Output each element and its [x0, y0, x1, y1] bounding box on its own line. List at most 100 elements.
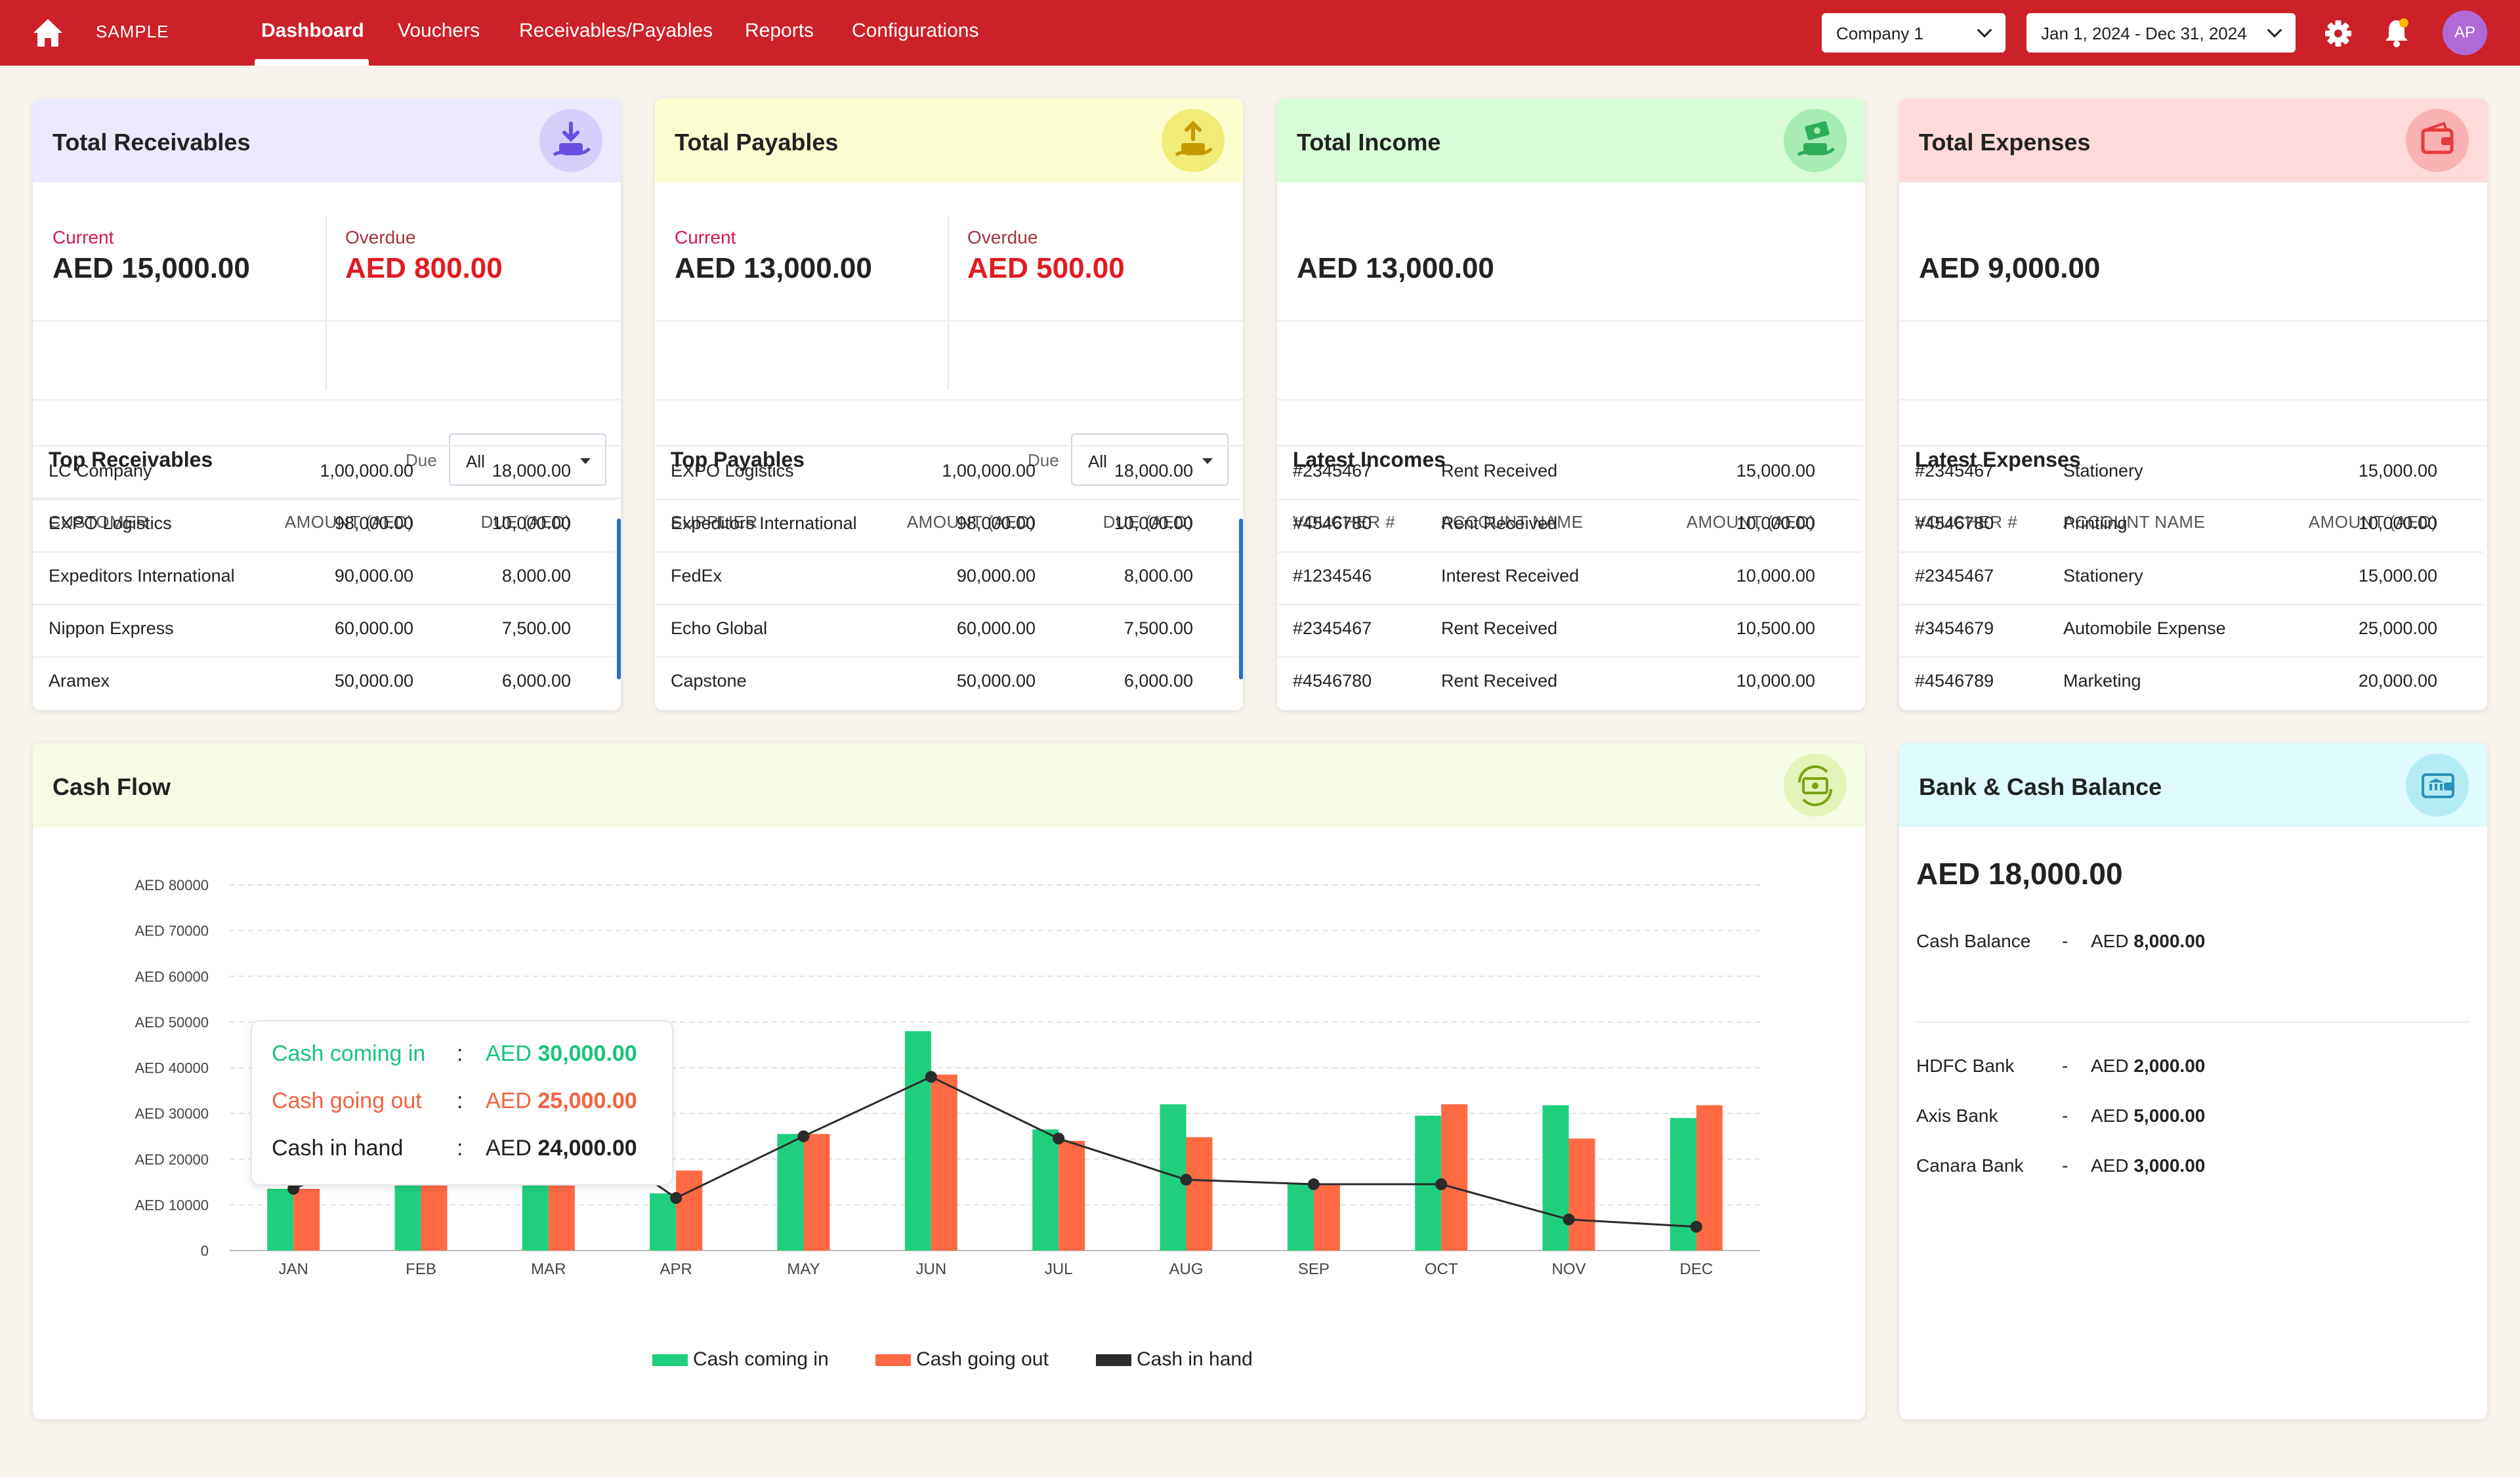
brand-name[interactable]: SAMPLE [96, 22, 169, 41]
currency: AED [2091, 1056, 2129, 1076]
table-cell: 15,000.00 [2358, 566, 2437, 586]
cashflow-card-header: Cash Flow [33, 743, 1865, 827]
section-title: Top Payables [671, 448, 805, 471]
currency: AED [2091, 1105, 2129, 1126]
table-cell: 20,000.00 [2358, 671, 2437, 691]
divider [655, 399, 1243, 400]
scrollbar[interactable] [1239, 519, 1243, 679]
due-filter-value: All [1088, 452, 1107, 471]
company-select[interactable]: Company 1 [1822, 13, 2006, 53]
legend-item[interactable]: Cash coming in [652, 1348, 829, 1371]
currency: AED [2091, 931, 2129, 951]
date-range-value: Jan 1, 2024 - Dec 31, 2024 [2041, 24, 2247, 43]
bank-total-amount: AED 18,000.00 [1916, 857, 2123, 891]
avatar[interactable]: AP [2443, 11, 2487, 55]
due-label: Due [1028, 450, 1059, 470]
table-cell: 50,000.00 [334, 671, 413, 691]
nav-receivables-payables[interactable]: Receivables/Payables [519, 20, 713, 41]
overdue-label: Overdue [967, 227, 1038, 247]
nav-configurations[interactable]: Configurations [852, 20, 979, 41]
date-range-select[interactable]: Jan 1, 2024 - Dec 31, 2024 [2026, 13, 2296, 53]
home-icon[interactable] [32, 17, 64, 49]
caret-down-icon [1202, 458, 1213, 464]
nav-vouchers[interactable]: Vouchers [398, 20, 480, 41]
table-cell: Expeditors International [49, 566, 235, 586]
column-header: AMOUNT (AED) [1686, 512, 1815, 532]
chart-tooltip: Cash coming in : AED 30,000.00 Cash goin… [251, 1020, 673, 1186]
tooltip-sep: : [457, 1041, 463, 1066]
divider [33, 551, 617, 553]
caret-down-icon [580, 458, 591, 464]
bar-cash-out [931, 1074, 957, 1251]
gear-icon[interactable] [2323, 18, 2353, 49]
table-cell: #1234546 [1293, 566, 1372, 586]
table-cell: 60,000.00 [956, 618, 1036, 638]
y-tick-label: AED 60000 [135, 968, 209, 985]
column-header: ACCOUNT NAME [1441, 512, 1584, 532]
amount: 8,000.00 [2133, 931, 2206, 951]
divider [326, 217, 327, 390]
separator: - [2062, 1056, 2068, 1076]
tooltip-in-value: AED 30,000.00 [486, 1041, 637, 1067]
nav-reports[interactable]: Reports [745, 20, 814, 41]
legend-item[interactable]: Cash going out [875, 1348, 1049, 1371]
table-cell: 8,000.00 [1124, 566, 1193, 586]
tooltip-hand-label: Cash in hand [272, 1136, 404, 1161]
point-cash-in-hand [1307, 1178, 1320, 1191]
scrollbar[interactable] [617, 519, 621, 679]
x-tick-label: MAY [787, 1260, 820, 1278]
table-cell: #2345467 [1293, 618, 1372, 638]
due-filter-select[interactable]: All [449, 433, 606, 486]
bar-cash-in [267, 1189, 294, 1251]
table-cell: 10,000.00 [1736, 566, 1815, 586]
divider [655, 445, 1243, 446]
point-cash-in-hand [1563, 1213, 1575, 1226]
x-tick-label: AUG [1169, 1260, 1203, 1278]
divider [655, 551, 1239, 553]
bank-card-header: Bank & Cash Balance [1899, 743, 2487, 827]
table-cell: 1,00,000.00 [942, 461, 1036, 481]
bell-icon[interactable] [2382, 17, 2411, 49]
payables-card: Total Payables Current AED 13,000.00 Ove… [655, 98, 1243, 710]
table-cell: 10,000.00 [1114, 513, 1193, 533]
x-tick-label: MAR [531, 1260, 566, 1278]
payables-card-header: Total Payables [655, 98, 1243, 182]
table-cell: 50,000.00 [956, 671, 1036, 691]
table-cell: EXPO Logistics [49, 513, 172, 533]
column-header: CUSTOMER [49, 512, 149, 532]
legend-item[interactable]: Cash in hand [1096, 1348, 1253, 1371]
bar-cash-out [1059, 1140, 1085, 1251]
bank-label: HDFC Bank [1916, 1056, 2015, 1076]
current-label: Current [52, 227, 114, 247]
y-tick-label: AED 80000 [135, 877, 209, 893]
income-icon [1784, 109, 1847, 172]
expenses-card-header: Total Expenses [1899, 98, 2487, 182]
currency: AED [486, 1136, 532, 1161]
due-filter-select[interactable]: All [1071, 433, 1228, 486]
table-cell: Rent Received [1441, 618, 1558, 638]
divider [1277, 551, 1861, 553]
divider [948, 217, 949, 390]
table-cell: #2345467 [1915, 566, 1994, 586]
y-tick-label: AED 50000 [135, 1014, 209, 1031]
top-navbar: SAMPLE Dashboard Vouchers Receivables/Pa… [0, 0, 2520, 66]
amount: 3,000.00 [2133, 1155, 2206, 1176]
point-cash-in-hand [287, 1183, 300, 1195]
table-cell: 15,000.00 [2358, 461, 2437, 481]
amount: 24,000.00 [537, 1136, 637, 1161]
table-cell: Printiing [2063, 513, 2128, 533]
table-cell: #4546789 [1915, 671, 1994, 691]
receivables-card-header: Total Receivables [33, 98, 621, 182]
table-cell: 8,000.00 [501, 566, 571, 586]
y-tick-label: 0 [201, 1243, 209, 1259]
section-title: Top Receivables [49, 448, 213, 471]
divider [1277, 656, 1861, 658]
table-cell: 7,500.00 [1124, 618, 1193, 638]
overdue-amount: AED 500.00 [967, 252, 1125, 284]
divider [1277, 399, 1865, 400]
divider [1277, 320, 1865, 322]
nav-dashboard[interactable]: Dashboard [261, 20, 364, 41]
expenses-card: Total Expenses AED 9,000.00 Latest Expen… [1899, 98, 2487, 710]
bank-value: AED 2,000.00 [2091, 1056, 2205, 1077]
card-title: Total Income [1297, 129, 1441, 156]
